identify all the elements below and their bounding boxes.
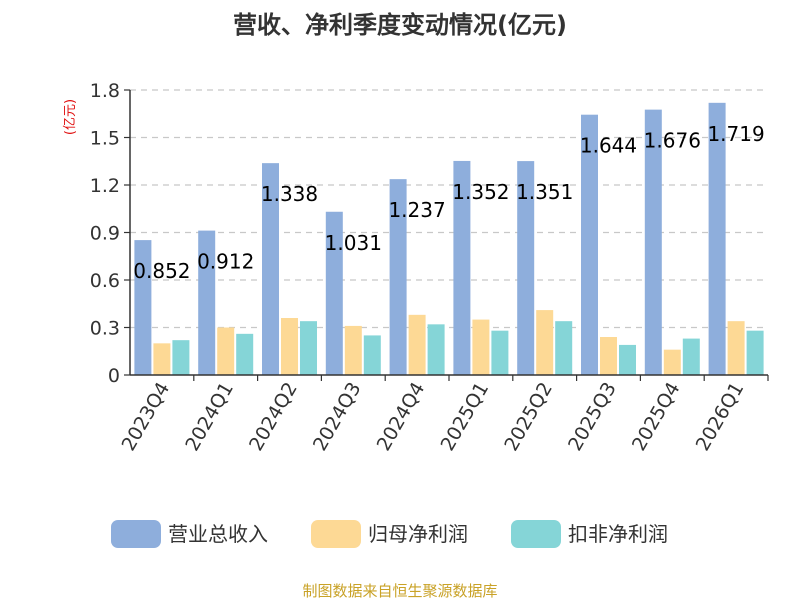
- bar-2024Q2-s2[interactable]: [300, 321, 317, 375]
- x-tick-label: 2023Q4: [117, 379, 174, 455]
- y-tick-label: 1.2: [90, 175, 120, 197]
- bar-2026Q1-s0[interactable]: [708, 102, 726, 375]
- legend-swatch-0[interactable]: [111, 520, 161, 548]
- bar-2024Q2-s1[interactable]: [281, 318, 298, 375]
- bar-2025Q2-s1[interactable]: [536, 310, 554, 375]
- bar-2025Q1-s1[interactable]: [472, 319, 490, 375]
- bar-2025Q2-s0[interactable]: [517, 161, 535, 375]
- bar-2025Q4-s1[interactable]: [663, 349, 681, 375]
- grid: [130, 89, 768, 329]
- y-axis-label: (亿元): [63, 99, 78, 135]
- bar-2026Q1-s1[interactable]: [727, 321, 745, 375]
- x-tick-label: 2024Q2: [245, 379, 302, 455]
- bar-2024Q1-s2[interactable]: [236, 333, 254, 375]
- data-label: 0.912: [197, 250, 254, 274]
- x-tick-label: 2025Q2: [500, 379, 557, 455]
- bar-2025Q3-s2[interactable]: [619, 344, 636, 375]
- data-label: 1.644: [580, 134, 637, 158]
- bar-2024Q3-s2[interactable]: [363, 335, 381, 375]
- x-tick-label: 2024Q4: [373, 379, 430, 455]
- y-tick-label: 1.8: [90, 80, 120, 102]
- bar-2025Q1-s0[interactable]: [453, 160, 471, 375]
- y-tick-label: 0: [108, 365, 120, 387]
- y-tick-label: 0.6: [90, 270, 120, 292]
- bar-2024Q4-s0[interactable]: [389, 179, 407, 375]
- data-label: 1.338: [261, 182, 318, 206]
- y-tick-label: 0.9: [90, 223, 120, 245]
- data-label: 1.237: [388, 198, 445, 222]
- bar-2024Q1-s0[interactable]: [198, 230, 216, 375]
- data-label: 1.719: [707, 122, 764, 146]
- bar-2025Q4-s2[interactable]: [682, 338, 700, 375]
- bar-2025Q4-s0[interactable]: [644, 109, 662, 375]
- x-tick-label: 2025Q1: [436, 379, 493, 455]
- legend-label-2[interactable]: 扣非净利润: [568, 522, 668, 546]
- legend[interactable]: 营业总收入 归母净利润 扣非净利润: [111, 520, 668, 548]
- legend-swatch-2[interactable]: [511, 520, 561, 548]
- bar-2024Q2-s0[interactable]: [262, 163, 279, 375]
- data-label: 0.852: [133, 259, 190, 283]
- bar-2023Q4-s2[interactable]: [172, 340, 190, 375]
- bar-2025Q3-s1[interactable]: [600, 337, 617, 375]
- x-tick-label: 2025Q3: [564, 379, 621, 455]
- bar-2024Q1-s1[interactable]: [217, 327, 235, 376]
- source-note: 制图数据来自恒生聚源数据库: [302, 582, 497, 600]
- bar-2024Q4-s1[interactable]: [408, 314, 426, 375]
- bar-2025Q1-s2[interactable]: [491, 330, 509, 375]
- y-tick-label: 1.5: [90, 128, 120, 150]
- bar-2024Q3-s1[interactable]: [344, 325, 362, 375]
- bar-2024Q4-s2[interactable]: [427, 324, 445, 375]
- x-tick-label: 2024Q1: [181, 379, 238, 455]
- y-tick-label: 0.3: [90, 318, 120, 340]
- data-label: 1.351: [516, 180, 573, 204]
- x-tick-label: 2024Q3: [309, 379, 366, 455]
- bar-2025Q2-s2[interactable]: [555, 321, 573, 375]
- data-label: 1.676: [644, 129, 701, 153]
- data-label: 1.031: [325, 231, 382, 255]
- bar-2023Q4-s1[interactable]: [153, 343, 171, 375]
- data-label: 1.352: [452, 180, 509, 204]
- bar-2024Q3-s0[interactable]: [325, 211, 343, 375]
- bars: [134, 102, 764, 376]
- legend-label-1[interactable]: 归母净利润: [368, 522, 468, 546]
- legend-swatch-1[interactable]: [311, 520, 361, 548]
- bar-2026Q1-s2[interactable]: [746, 330, 764, 375]
- x-tick-label: 2026Q1: [692, 379, 749, 455]
- legend-label-0[interactable]: 营业总收入: [168, 522, 268, 546]
- chart-title: 营收、净利季度变动情况(亿元): [233, 11, 567, 39]
- bar-2025Q3-s0[interactable]: [581, 114, 598, 375]
- bar-2023Q4-s0[interactable]: [134, 240, 152, 375]
- x-tick-label: 2025Q4: [628, 379, 685, 455]
